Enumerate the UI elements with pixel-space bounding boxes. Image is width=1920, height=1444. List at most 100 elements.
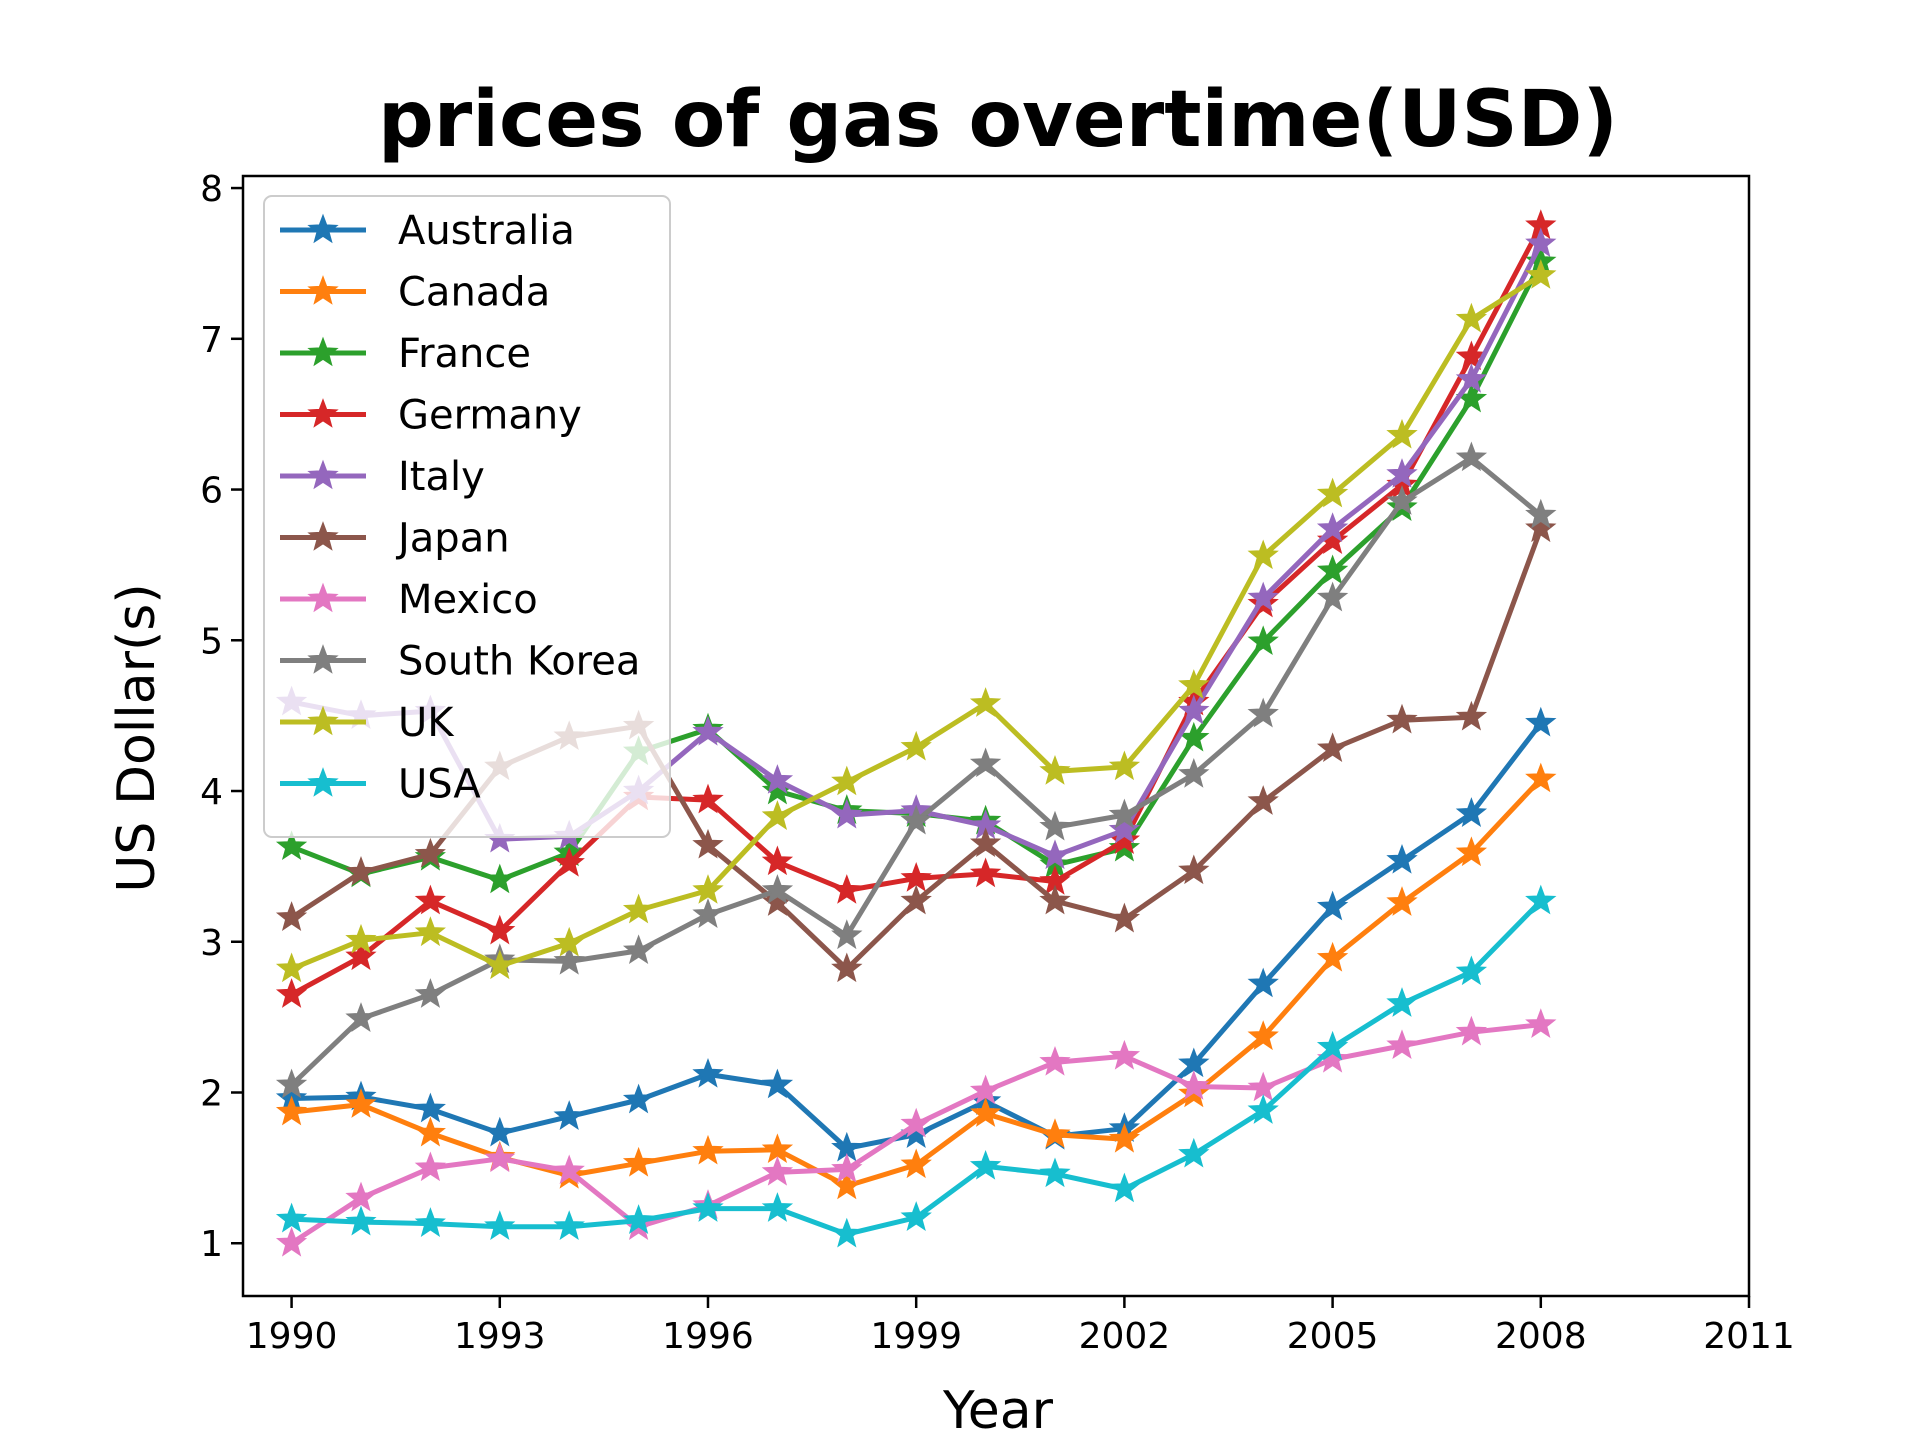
data-point <box>484 1116 516 1147</box>
data-point <box>1316 1030 1349 1061</box>
data-point <box>1386 703 1418 734</box>
data-point <box>1525 512 1557 543</box>
data-point <box>1386 1029 1418 1060</box>
x-tick-label: 2005 <box>1287 1316 1379 1357</box>
data-point <box>761 1155 794 1186</box>
y-tick-label: 6 <box>200 471 223 512</box>
data-point <box>1039 1157 1071 1188</box>
data-point <box>1247 581 1279 612</box>
data-point <box>622 1146 655 1177</box>
data-point <box>831 1169 863 1200</box>
data-point <box>622 893 655 924</box>
data-point <box>275 1095 308 1126</box>
data-point <box>1386 485 1418 515</box>
data-point <box>1247 967 1279 998</box>
data-point <box>1316 554 1349 585</box>
data-point <box>275 901 308 931</box>
legend-label: Italy <box>398 454 485 500</box>
data-point <box>1386 458 1418 488</box>
x-tick-label: 1999 <box>870 1316 962 1357</box>
data-point <box>1039 884 1071 915</box>
data-point <box>414 1116 446 1147</box>
data-point <box>1039 1045 1071 1076</box>
data-point <box>1178 757 1210 788</box>
data-point <box>692 1057 724 1088</box>
data-point <box>1108 902 1141 933</box>
data-point <box>1247 1094 1279 1124</box>
data-point <box>553 1154 585 1185</box>
data-point <box>414 1151 446 1182</box>
legend: Australia Canada France Germany Italy Japan Me… <box>263 195 671 838</box>
data-point <box>345 1002 377 1032</box>
data-point <box>345 855 377 886</box>
legend-marker <box>307 582 339 613</box>
data-point <box>345 1181 377 1212</box>
legend-label: Germany <box>398 393 582 439</box>
data-point <box>622 1204 655 1234</box>
data-point <box>345 940 377 971</box>
data-point <box>1455 363 1488 393</box>
x-axis: 1990 1993 1996 1999 2002 2005 2008 2011 <box>246 1296 1795 1357</box>
data-point <box>1455 836 1488 867</box>
y-tick-label: 7 <box>200 320 223 361</box>
legend-label: Australia <box>398 208 575 254</box>
data-point <box>761 764 794 794</box>
data-point <box>414 884 446 915</box>
legend-item: Mexico <box>280 577 538 623</box>
data-point <box>831 874 863 904</box>
legend-marker <box>307 213 339 244</box>
y-axis: 1 2 3 4 5 6 7 8 <box>200 169 243 1265</box>
data-point <box>692 874 724 904</box>
data-point <box>692 715 724 746</box>
data-point <box>1316 581 1349 612</box>
data-point <box>1455 1015 1488 1046</box>
data-point <box>622 934 655 965</box>
x-tick-label: 2002 <box>1079 1316 1171 1357</box>
legend-item: Canada <box>280 270 550 316</box>
y-tick-label: 1 <box>200 1224 223 1265</box>
data-point <box>1525 1008 1557 1038</box>
data-point <box>1455 441 1488 472</box>
data-point <box>1108 1172 1141 1203</box>
data-point <box>1108 1039 1141 1070</box>
data-point <box>1455 302 1488 333</box>
legend-box <box>263 195 671 838</box>
data-point <box>1316 732 1349 763</box>
data-point <box>553 926 585 957</box>
y-tick-label: 4 <box>200 772 223 813</box>
legend-label: USA <box>398 762 481 808</box>
data-point <box>969 687 1002 717</box>
data-point <box>345 923 377 954</box>
data-point <box>414 837 446 868</box>
data-point <box>969 747 1002 778</box>
data-point <box>1455 700 1488 731</box>
legend-marker <box>307 398 339 428</box>
data-point <box>484 949 516 980</box>
data-point <box>831 1152 863 1183</box>
data-point <box>1108 813 1141 844</box>
series-uk <box>275 259 1557 983</box>
legend-marker <box>307 521 339 551</box>
data-point <box>1525 706 1557 737</box>
legend-label: Mexico <box>398 577 538 623</box>
data-point <box>1108 750 1141 781</box>
legend-marker <box>307 336 339 367</box>
y-tick-label: 3 <box>200 923 223 964</box>
data-point <box>484 1142 516 1173</box>
data-point <box>553 944 585 975</box>
data-point <box>1525 259 1557 289</box>
data-point <box>761 874 794 904</box>
y-tick-label: 2 <box>200 1074 223 1115</box>
legend-item: Italy <box>280 454 485 500</box>
data-point <box>275 1226 308 1257</box>
data-point <box>831 1217 863 1248</box>
data-point <box>622 1083 655 1114</box>
legend-item: France <box>280 331 531 377</box>
data-point <box>1525 884 1557 915</box>
data-point <box>831 798 863 829</box>
data-point <box>900 1201 932 1231</box>
data-point <box>484 1210 516 1240</box>
data-point <box>414 1092 446 1123</box>
